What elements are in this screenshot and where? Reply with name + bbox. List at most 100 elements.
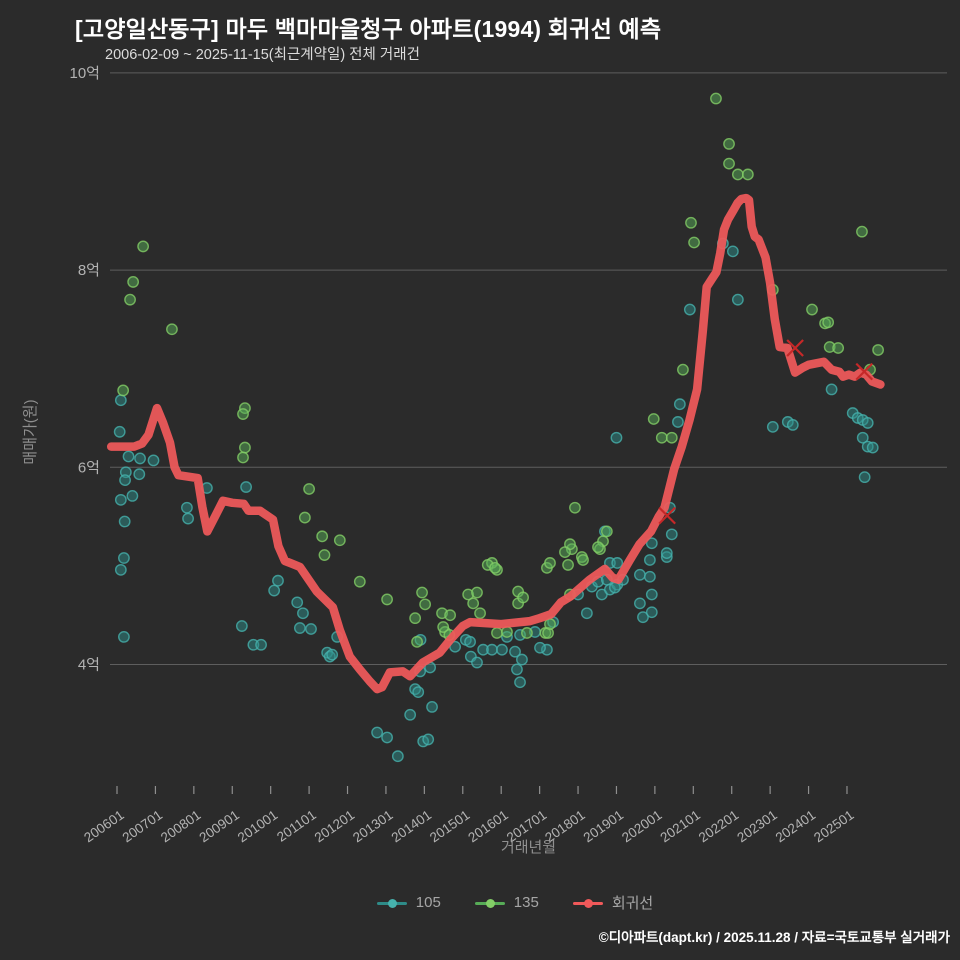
scatter-point-135 <box>685 216 697 229</box>
scatter-point-105 <box>412 686 425 699</box>
scatter-point-135 <box>471 586 483 599</box>
scatter-point-105 <box>610 431 623 444</box>
scatter-point-135 <box>822 316 835 329</box>
scatter-point-105 <box>683 303 696 316</box>
legend-item-105[interactable]: 105 <box>376 894 441 911</box>
scatter-point-135 <box>333 534 346 547</box>
legend-marker-105 <box>376 897 407 909</box>
scatter-point-135 <box>517 591 529 604</box>
scatter-point-105 <box>371 726 384 739</box>
scatter-point-105 <box>856 431 869 444</box>
scatter-point-135 <box>731 168 744 181</box>
scatter-point-135 <box>544 618 556 630</box>
scatter-point-105 <box>673 398 686 411</box>
scatter-point-135 <box>419 598 432 611</box>
scatter-point-105 <box>464 635 476 648</box>
scatter-point-135 <box>723 137 735 150</box>
scatter-point-135 <box>562 559 574 571</box>
scatter-point-135 <box>437 621 450 633</box>
scatter-point-105 <box>645 606 658 619</box>
scatter-point-135 <box>544 557 556 569</box>
scatter-point-105 <box>147 454 160 467</box>
scatter-point-105 <box>786 419 799 431</box>
scatter-point-105 <box>580 607 593 620</box>
scatter-point-135 <box>741 168 754 181</box>
chart-title: [고양일산동구] 마두 백마마을청구 아파트(1994) 회귀선 예측 <box>75 16 662 42</box>
scatter-point-105 <box>133 468 146 481</box>
scatter-point-105 <box>293 622 306 634</box>
scatter-point-135 <box>124 293 136 306</box>
scatter-point-135 <box>409 612 422 625</box>
scatter-point-135 <box>239 441 251 454</box>
scatter-point-105 <box>486 643 498 656</box>
scatter-point-135 <box>318 549 331 561</box>
scatter-point-135 <box>559 546 571 558</box>
legend-item-135[interactable]: 135 <box>474 894 539 911</box>
outlier-x-marker <box>786 339 804 357</box>
scatter-point-135 <box>316 530 329 543</box>
scatter-point-105 <box>268 584 281 597</box>
outlier-x-marker <box>855 362 874 381</box>
scatter-point-135 <box>501 626 513 638</box>
scatter-point-105 <box>509 645 521 658</box>
scatter-point-135 <box>489 561 501 574</box>
scatter-point-105 <box>122 450 135 463</box>
scatter-point-135 <box>647 413 660 425</box>
scatter-point-135 <box>237 451 249 464</box>
scatter-point-105 <box>422 733 435 746</box>
scatter-point-105 <box>118 630 130 643</box>
scatter-point-105 <box>235 620 248 632</box>
scatter-point-105 <box>126 489 139 502</box>
scatter-point-135 <box>688 236 700 249</box>
scatter-point-105 <box>113 425 126 438</box>
scatter-point-135 <box>832 342 845 354</box>
scatter-point-105 <box>181 501 193 514</box>
scatter-point-135 <box>569 501 581 514</box>
scatter-point-135 <box>856 225 868 238</box>
scatter-point-105 <box>637 611 649 624</box>
y-axis-title: 매매가(원) <box>22 399 39 465</box>
y-tick-label: 10억 <box>70 65 101 82</box>
scatter-point-105 <box>391 750 404 763</box>
scatter-point-105 <box>611 557 624 569</box>
scatter-point-135 <box>237 408 249 420</box>
scatter-point-105 <box>726 245 739 258</box>
scatter-point-135 <box>166 323 178 336</box>
scatter-point-105 <box>633 568 646 581</box>
scatter-point-135 <box>444 609 457 622</box>
scatter-point-105 <box>255 638 267 651</box>
scatter-point-135 <box>592 541 604 554</box>
scatter-point-105 <box>305 623 317 635</box>
legend-label-regression: 회귀선 <box>611 895 654 912</box>
scatter-point-135 <box>381 593 393 606</box>
scatter-point-135 <box>474 607 486 620</box>
x-axis-title: 거래년월 <box>500 839 557 856</box>
legend-item-regression[interactable]: 회귀선 <box>572 892 654 913</box>
y-tick-label: 4억 <box>78 657 100 674</box>
scatter-point-135 <box>577 554 589 566</box>
scatter-point-105 <box>514 676 526 689</box>
scatter-point-105 <box>672 416 684 428</box>
scatter-point-105 <box>645 588 658 601</box>
scatter-point-105 <box>534 641 546 654</box>
scatter-point-105 <box>731 293 744 306</box>
scatter-point-105 <box>118 552 130 564</box>
legend-label-105: 105 <box>415 894 441 911</box>
scatter-point-135 <box>521 627 533 639</box>
scatter-point-105 <box>114 563 127 576</box>
scatter-point-105 <box>404 708 417 721</box>
scatter-point-105 <box>291 596 304 609</box>
legend: 105 135 회귀선 <box>80 892 950 913</box>
y-tick-label: 8억 <box>78 262 100 279</box>
scatter-point-135 <box>137 240 150 253</box>
scatter-point-105 <box>326 648 339 661</box>
scatter-point-105 <box>496 643 508 656</box>
scatter-point-105 <box>119 474 131 487</box>
scatter-point-105 <box>858 471 871 484</box>
scatter-point-135 <box>303 483 315 495</box>
scatter-point-105 <box>660 547 673 559</box>
scatter-point-105 <box>609 581 621 594</box>
scatter-point-105 <box>134 452 146 465</box>
scatter-point-105 <box>114 493 127 506</box>
